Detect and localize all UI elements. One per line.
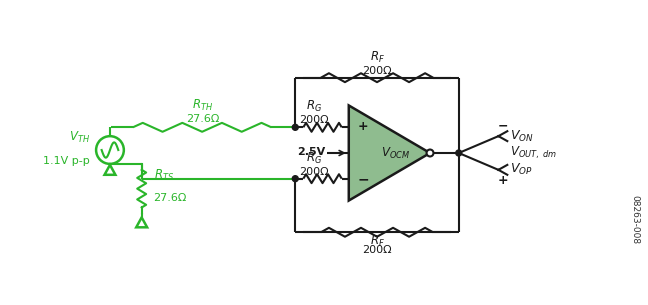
Text: $R_{TH}$: $R_{TH}$	[192, 98, 213, 113]
Text: $V_{OP}$: $V_{OP}$	[510, 162, 533, 178]
Text: $V_{TH}$: $V_{TH}$	[69, 130, 90, 145]
Text: $R_{TS}$: $R_{TS}$	[154, 168, 174, 183]
Text: $R_F$: $R_F$	[369, 50, 384, 65]
Circle shape	[292, 176, 298, 182]
Text: 27.6Ω: 27.6Ω	[186, 114, 219, 124]
Text: +: +	[358, 120, 368, 133]
Text: 1.1V p-p: 1.1V p-p	[43, 156, 90, 166]
Text: $R_F$: $R_F$	[369, 234, 384, 249]
Polygon shape	[349, 106, 430, 201]
Text: $V_{ON}$: $V_{ON}$	[510, 129, 534, 144]
Text: +: +	[498, 174, 509, 187]
Text: 27.6Ω: 27.6Ω	[154, 193, 187, 203]
Text: 2.5V: 2.5V	[297, 147, 325, 157]
Text: 08263-008: 08263-008	[630, 195, 639, 244]
Text: 200Ω: 200Ω	[299, 115, 329, 125]
Text: $V_{OUT,\ dm}$: $V_{OUT,\ dm}$	[510, 145, 557, 161]
Text: $R_G$: $R_G$	[306, 151, 322, 166]
Text: 200Ω: 200Ω	[362, 245, 392, 255]
Text: $V_{OCM}$: $V_{OCM}$	[381, 145, 410, 160]
Text: −: −	[498, 119, 509, 132]
Circle shape	[456, 150, 462, 156]
Text: 200Ω: 200Ω	[299, 167, 329, 177]
Circle shape	[426, 149, 434, 156]
Circle shape	[292, 124, 298, 130]
Text: −: −	[358, 173, 369, 187]
Text: 200Ω: 200Ω	[362, 66, 392, 76]
Text: $R_G$: $R_G$	[306, 99, 322, 114]
